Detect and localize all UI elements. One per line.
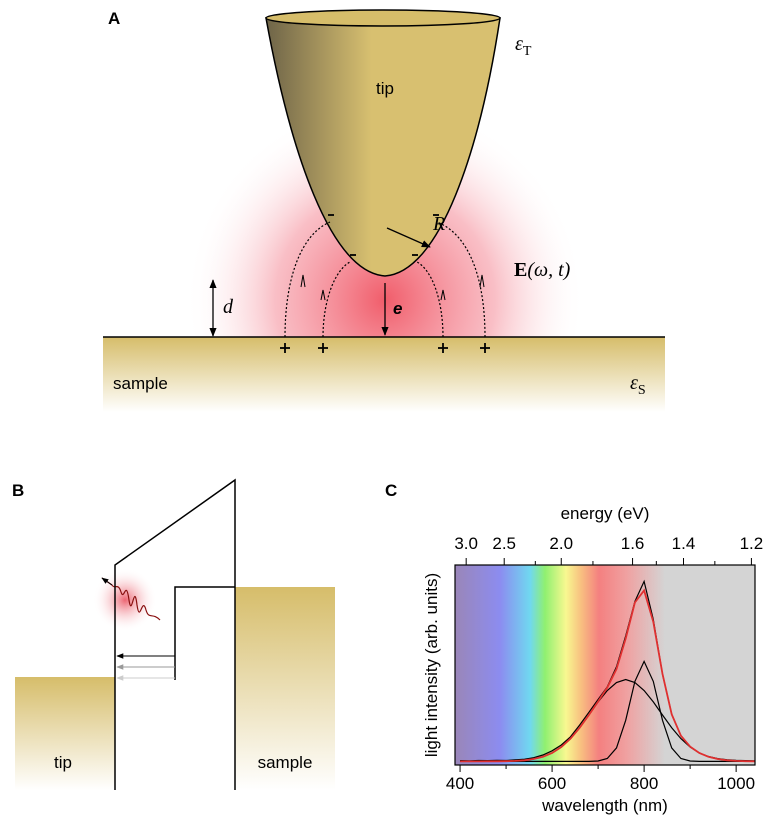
panel-b: B tip sample bbox=[12, 480, 335, 790]
sample-block bbox=[103, 337, 665, 412]
x2-tick-label: 2.0 bbox=[549, 534, 573, 553]
x-tick-label: 1000 bbox=[717, 774, 755, 793]
x2-tick-label: 1.6 bbox=[621, 534, 645, 553]
x2-tick-label: 2.5 bbox=[492, 534, 516, 553]
x2-axis-label: energy (eV) bbox=[561, 504, 650, 523]
distance-label: d bbox=[223, 296, 234, 318]
y-axis-label: light intensity (arb. units) bbox=[422, 573, 441, 757]
tip-top bbox=[266, 10, 500, 26]
panel-label: B bbox=[12, 481, 24, 500]
panel-a: A tip εT R E(ω, t) d e sample εS bbox=[100, 9, 680, 412]
x-tick-label: 600 bbox=[538, 774, 566, 793]
photon-glow bbox=[93, 568, 157, 632]
x-axis-label: wavelength (nm) bbox=[541, 796, 668, 815]
tip-label: tip bbox=[376, 79, 394, 98]
electron-label: e bbox=[393, 299, 402, 318]
spectrum-background bbox=[455, 565, 755, 765]
panel-c: C 400 600 800 1000 3.0 2.5 2.0 1.6 1.4 1.2 wavelen… bbox=[385, 481, 763, 815]
x2-tick-label: 3.0 bbox=[454, 534, 478, 553]
x2-tick-label: 1.2 bbox=[740, 534, 763, 553]
level bbox=[175, 587, 235, 680]
sample-label: sample bbox=[113, 374, 168, 393]
x-tick-label: 400 bbox=[446, 774, 474, 793]
field-label: E(ω, t) bbox=[514, 259, 571, 281]
panel-label: A bbox=[108, 9, 120, 28]
figure: A tip εT R E(ω, t) d e sample εS B tip s… bbox=[0, 0, 763, 838]
radius-label: R bbox=[432, 213, 445, 235]
tip-label: tip bbox=[54, 753, 72, 772]
tip-block bbox=[15, 677, 115, 790]
panel-label: C bbox=[385, 481, 397, 500]
sample-label: sample bbox=[258, 753, 313, 772]
permittivity-tip: εT bbox=[515, 33, 532, 59]
x2-tick-label: 1.4 bbox=[672, 534, 696, 553]
x-tick-label: 800 bbox=[630, 774, 658, 793]
